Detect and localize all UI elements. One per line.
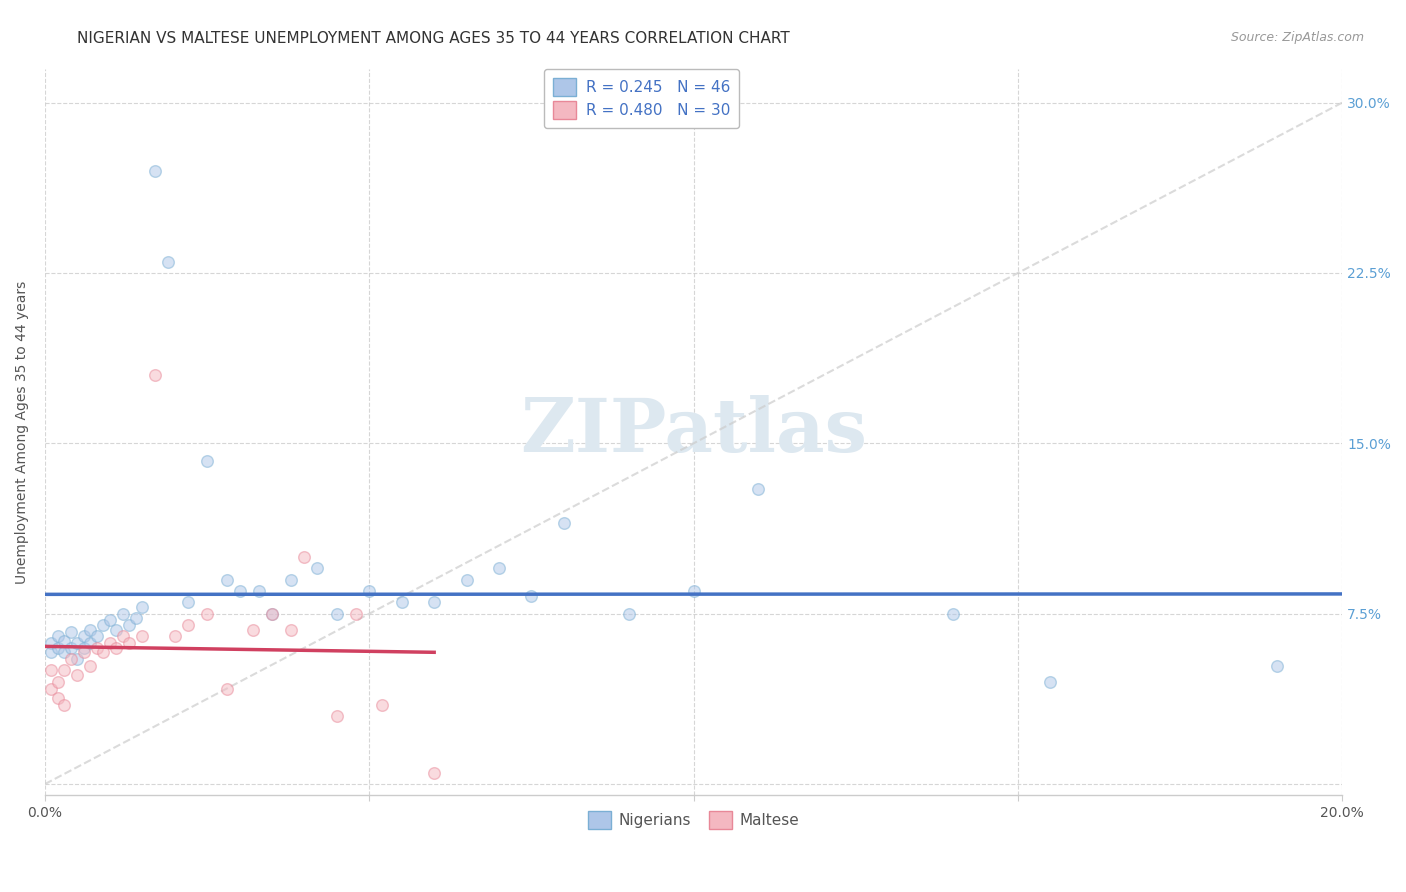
Point xyxy=(617,607,640,621)
Text: ZIPatlas: ZIPatlas xyxy=(520,395,868,468)
Point xyxy=(105,623,128,637)
Point xyxy=(747,482,769,496)
Point xyxy=(307,561,329,575)
Point xyxy=(423,765,446,780)
Point xyxy=(53,645,76,659)
Point xyxy=(143,163,166,178)
Point xyxy=(423,595,446,609)
Point xyxy=(942,607,965,621)
Point xyxy=(391,595,413,609)
Point xyxy=(46,674,69,689)
Point xyxy=(143,368,166,383)
Point xyxy=(59,652,82,666)
Point xyxy=(111,629,134,643)
Point xyxy=(488,561,510,575)
Point xyxy=(247,584,270,599)
Point xyxy=(73,645,96,659)
Point xyxy=(59,640,82,655)
Point xyxy=(59,624,82,639)
Point xyxy=(53,698,76,712)
Point xyxy=(176,618,198,632)
Point xyxy=(46,690,69,705)
Point xyxy=(41,681,63,696)
Point xyxy=(520,589,543,603)
Point xyxy=(46,640,69,655)
Point xyxy=(215,573,238,587)
Point xyxy=(260,607,283,621)
Point xyxy=(215,681,238,696)
Point xyxy=(41,636,63,650)
Point xyxy=(66,668,89,682)
Point xyxy=(280,623,302,637)
Point xyxy=(73,640,96,655)
Point xyxy=(66,652,89,666)
Point xyxy=(371,698,394,712)
Point xyxy=(111,607,134,621)
Point xyxy=(79,659,101,673)
Point xyxy=(344,607,367,621)
Point xyxy=(157,254,180,268)
Point xyxy=(93,618,115,632)
Point xyxy=(93,645,115,659)
Point xyxy=(125,611,148,625)
Point xyxy=(86,640,108,655)
Point xyxy=(105,640,128,655)
Point xyxy=(260,607,283,621)
Point xyxy=(228,584,250,599)
Point xyxy=(242,623,264,637)
Point xyxy=(46,629,69,643)
Point xyxy=(41,664,63,678)
Point xyxy=(326,607,349,621)
Point xyxy=(41,645,63,659)
Point xyxy=(98,636,121,650)
Point xyxy=(280,573,302,587)
Point xyxy=(118,636,141,650)
Point xyxy=(66,636,89,650)
Point xyxy=(53,664,76,678)
Point xyxy=(86,629,108,643)
Text: Source: ZipAtlas.com: Source: ZipAtlas.com xyxy=(1230,31,1364,45)
Point xyxy=(176,595,198,609)
Point xyxy=(1267,659,1289,673)
Point xyxy=(294,549,316,564)
Point xyxy=(53,634,76,648)
Point xyxy=(131,599,153,614)
Point xyxy=(456,573,478,587)
Legend: Nigerians, Maltese: Nigerians, Maltese xyxy=(582,805,806,835)
Point xyxy=(163,629,186,643)
Point xyxy=(195,454,218,468)
Point xyxy=(79,636,101,650)
Point xyxy=(359,584,381,599)
Point xyxy=(195,607,218,621)
Point xyxy=(131,629,153,643)
Point xyxy=(1039,674,1062,689)
Point xyxy=(79,623,101,637)
Point xyxy=(682,584,704,599)
Y-axis label: Unemployment Among Ages 35 to 44 years: Unemployment Among Ages 35 to 44 years xyxy=(15,280,30,583)
Point xyxy=(73,629,96,643)
Point xyxy=(118,618,141,632)
Point xyxy=(98,614,121,628)
Point xyxy=(326,709,349,723)
Point xyxy=(553,516,575,530)
Text: NIGERIAN VS MALTESE UNEMPLOYMENT AMONG AGES 35 TO 44 YEARS CORRELATION CHART: NIGERIAN VS MALTESE UNEMPLOYMENT AMONG A… xyxy=(77,31,790,46)
